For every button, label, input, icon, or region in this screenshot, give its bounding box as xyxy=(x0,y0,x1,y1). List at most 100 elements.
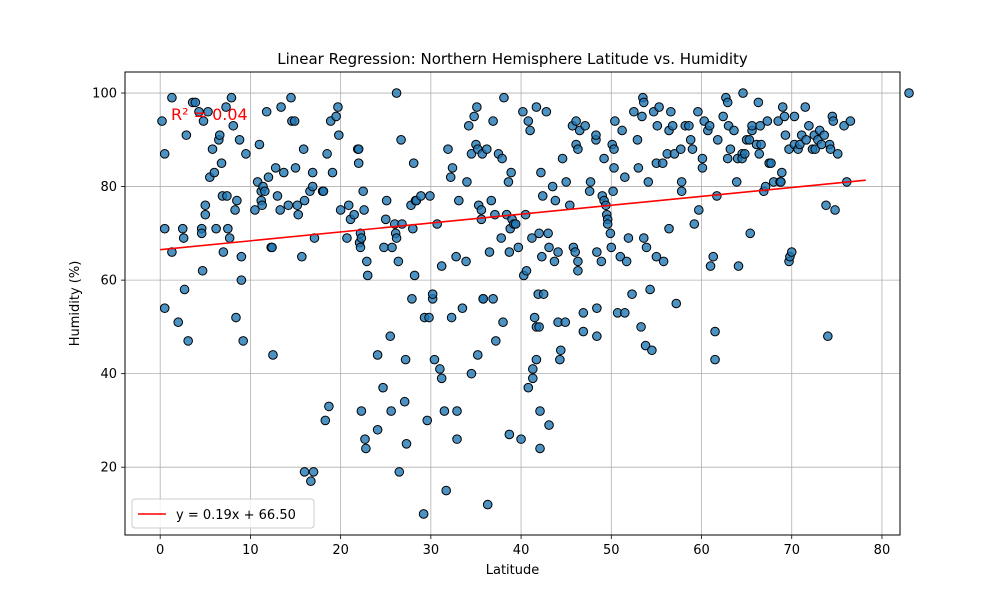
scatter-point xyxy=(306,476,316,487)
scatter-point xyxy=(518,106,528,117)
scatter-point xyxy=(324,401,334,412)
scatter-point xyxy=(298,144,309,154)
scatter-point xyxy=(353,158,364,168)
scatter-point xyxy=(697,163,708,173)
scatter-point xyxy=(561,177,571,187)
scatter-point xyxy=(615,251,626,262)
scatter-point xyxy=(278,167,289,178)
scatter-point xyxy=(547,181,558,192)
scatter-point xyxy=(484,247,495,257)
scatter-point xyxy=(652,120,663,131)
scatter-point xyxy=(755,120,765,131)
scatter-point xyxy=(297,251,307,262)
scatter-point xyxy=(221,102,231,112)
x-tick-label: 50 xyxy=(603,543,620,558)
scatter-point xyxy=(819,130,830,140)
scatter-point xyxy=(573,256,583,267)
scatter-point xyxy=(322,149,332,159)
scatter-point xyxy=(466,368,477,379)
scatter-point xyxy=(238,336,248,346)
scatter-point xyxy=(228,120,239,131)
scatter-point xyxy=(621,256,632,267)
scatter-point xyxy=(779,111,790,122)
scatter-point xyxy=(372,350,383,360)
scatter-point xyxy=(536,167,546,178)
chart-title: Linear Regression: Northern Hemisphere L… xyxy=(277,50,748,68)
scatter-point xyxy=(523,116,534,126)
scatter-point xyxy=(591,130,601,140)
scatter-point xyxy=(181,130,192,140)
scatter-point xyxy=(904,88,914,98)
scatter-point xyxy=(740,149,750,159)
scatter-point xyxy=(178,233,189,243)
scatter-point xyxy=(343,200,354,211)
scatter-point xyxy=(397,219,407,229)
scatter-point xyxy=(231,312,241,323)
scatter-point xyxy=(177,223,188,234)
scatter-point xyxy=(537,191,548,201)
scatter-point xyxy=(537,251,547,262)
scatter-point xyxy=(609,144,619,154)
scatter-point xyxy=(436,261,447,271)
scatter-point xyxy=(197,265,208,276)
scatter-point xyxy=(643,177,654,187)
scatter-point xyxy=(584,186,595,197)
regression-line-group xyxy=(160,179,866,251)
scatter-point xyxy=(401,439,412,449)
scatter-point xyxy=(361,443,371,454)
scatter-point xyxy=(223,223,233,234)
scatter-point xyxy=(729,125,739,136)
scatter-point xyxy=(167,247,177,257)
scatter-point xyxy=(399,396,410,407)
scatter-point xyxy=(342,233,352,243)
scatter-point xyxy=(697,153,708,164)
scatter-point xyxy=(647,345,657,356)
x-tick-label: 20 xyxy=(332,543,349,558)
scatter-point xyxy=(461,256,471,267)
scatter-point xyxy=(756,139,766,150)
scatter-point xyxy=(198,116,209,126)
scatter-point xyxy=(527,364,538,374)
scatter-point xyxy=(469,111,479,122)
scatter-point xyxy=(504,247,515,257)
scatter-point xyxy=(425,191,435,201)
scatter-point xyxy=(645,284,655,295)
scatter-point xyxy=(441,485,451,496)
scatter-point xyxy=(333,102,343,112)
scatter-point xyxy=(516,434,526,444)
scatter-point xyxy=(320,415,331,426)
scatter-point xyxy=(159,303,170,313)
scatter-point xyxy=(610,116,620,126)
scatter-point xyxy=(290,163,301,173)
scatter-point xyxy=(503,177,514,187)
scatter-point xyxy=(573,265,583,276)
y-tick-label: 60 xyxy=(100,274,117,289)
scatter-point xyxy=(525,125,535,136)
scatter-point xyxy=(445,172,456,183)
scatter-point xyxy=(693,106,703,117)
scatter-point xyxy=(292,200,303,211)
scatter-point xyxy=(299,467,310,477)
scatter-point xyxy=(308,467,319,477)
scatter-point xyxy=(380,214,391,225)
scatter-point xyxy=(786,247,797,257)
scatter-point xyxy=(159,149,170,159)
scatter-point xyxy=(272,191,283,201)
x-tick-label: 60 xyxy=(693,543,710,558)
scatter-point xyxy=(816,139,827,150)
scatter-point xyxy=(627,289,637,299)
scatter-point xyxy=(722,153,733,164)
scatter-point xyxy=(578,308,589,318)
scatter-point xyxy=(544,242,554,253)
scatter-point xyxy=(823,331,833,342)
x-tick-label: 30 xyxy=(423,543,440,558)
scatter-point xyxy=(486,195,497,206)
scatter-point xyxy=(689,219,700,229)
scatter-point xyxy=(578,326,589,337)
scatter-point xyxy=(828,116,839,126)
scatter-point xyxy=(557,153,568,164)
scatter-point xyxy=(804,120,814,131)
scatter-point xyxy=(777,102,788,112)
scatter-point xyxy=(543,228,553,239)
scatter-point xyxy=(307,181,318,192)
